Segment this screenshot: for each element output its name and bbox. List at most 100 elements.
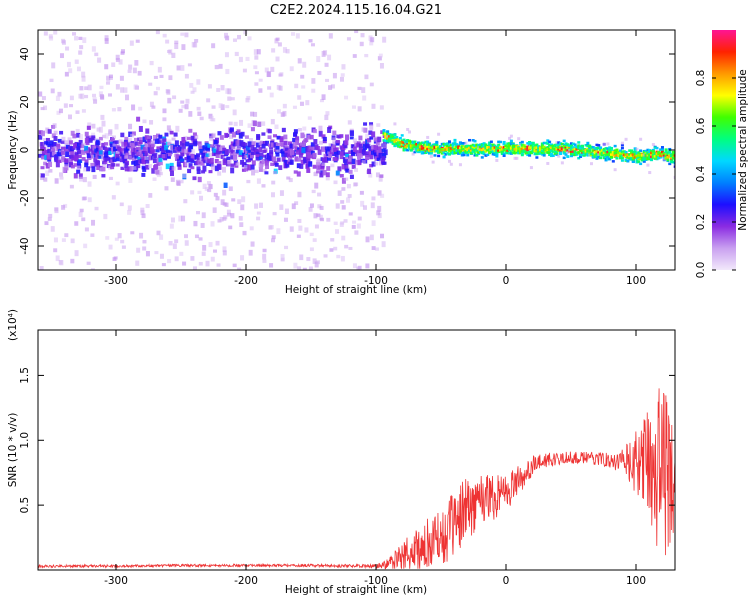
heatmap-cell	[312, 164, 317, 169]
snr-line-series	[38, 388, 675, 570]
heatmap-cell	[279, 137, 284, 143]
heatmap-cell	[176, 161, 181, 167]
heatmap-cell	[104, 155, 109, 161]
heatmap-cell	[193, 42, 198, 48]
heatmap-cell	[209, 144, 214, 148]
heatmap-cell	[529, 151, 533, 154]
heatmap-cell	[274, 124, 279, 129]
heatmap-cell	[340, 73, 345, 77]
heatmap-cell	[118, 59, 123, 65]
heatmap-cell	[325, 111, 330, 116]
heatmap-cell	[357, 159, 362, 166]
heatmap-cell	[152, 156, 157, 161]
heatmap-cell	[235, 149, 240, 154]
heatmap-cell	[352, 138, 357, 143]
heatmap-cell	[44, 221, 49, 226]
heatmap-cell	[255, 138, 260, 144]
heatmap-cell	[546, 142, 550, 145]
heatmap-cell	[292, 142, 297, 148]
heatmap-cell	[215, 153, 220, 159]
heatmap-cell	[393, 122, 397, 126]
heatmap-cell	[256, 134, 261, 140]
heatmap-cell	[321, 50, 326, 57]
heatmap-cell	[45, 127, 50, 134]
heatmap-cell	[515, 151, 519, 154]
heatmap-cell	[376, 149, 381, 155]
heatmap-cell	[431, 146, 435, 150]
heatmap-cell	[121, 141, 126, 147]
heatmap-cell	[96, 127, 101, 132]
heatmap-cell	[671, 156, 675, 160]
heatmap-cell	[466, 153, 470, 157]
heatmap-cell	[264, 160, 269, 166]
heatmap-cell	[491, 152, 495, 156]
heatmap-cell	[40, 173, 45, 178]
heatmap-cell	[671, 153, 675, 156]
heatmap-cell	[270, 118, 275, 125]
heatmap-cell	[611, 160, 615, 163]
heatmap-cell	[186, 158, 191, 163]
heatmap-cell	[650, 153, 654, 156]
heatmap-cell	[138, 106, 143, 111]
heatmap-cell	[250, 164, 255, 170]
heatmap-cell	[573, 153, 577, 157]
heatmap-cell	[184, 73, 189, 79]
heatmap-cell	[582, 152, 586, 156]
heatmap-cell	[549, 152, 553, 156]
heatmap-cell	[258, 146, 263, 153]
heatmap-cell	[660, 147, 664, 151]
heatmap-cell	[234, 51, 239, 57]
heatmap-cell	[524, 150, 528, 153]
heatmap-cell	[40, 130, 45, 137]
heatmap-cell	[373, 152, 378, 157]
heatmap-cell	[222, 159, 227, 166]
heatmap-cell	[68, 145, 73, 151]
heatmap-cell	[69, 154, 74, 158]
heatmap-cell	[180, 65, 185, 71]
heatmap-cell	[551, 147, 555, 150]
heatmap-cell	[315, 145, 320, 151]
heatmap-cell	[488, 141, 492, 145]
heatmap-cell	[121, 154, 126, 160]
heatmap-cell	[453, 146, 457, 149]
heatmap-cell	[617, 153, 621, 157]
heatmap-cell	[584, 143, 588, 147]
heatmap-cell	[642, 158, 646, 161]
heatmap-cell	[314, 224, 319, 229]
heatmap-cell	[589, 146, 593, 149]
heatmap-cell	[153, 75, 158, 79]
heatmap-cell	[145, 251, 150, 257]
heatmap-cell	[118, 147, 123, 152]
heatmap-cell	[199, 116, 204, 121]
heatmap-cell	[240, 131, 245, 137]
heatmap-cell	[520, 153, 524, 157]
heatmap-cell	[140, 210, 145, 216]
heatmap-cell	[232, 143, 237, 147]
heatmap-cell	[566, 149, 570, 152]
heatmap-cell	[256, 49, 261, 55]
heatmap-cell	[122, 157, 127, 162]
heatmap-cell	[635, 158, 639, 161]
heatmap-cell	[569, 149, 573, 152]
heatmap-cell	[305, 100, 310, 106]
heatmap-cell	[136, 116, 141, 122]
heatmap-cell	[309, 134, 314, 140]
heatmap-cell	[376, 123, 381, 127]
heatmap-cell	[237, 199, 242, 205]
heatmap-cell	[489, 140, 493, 144]
heatmap-cell	[137, 70, 142, 76]
heatmap-cell	[406, 148, 410, 152]
heatmap-cell	[546, 147, 550, 151]
heatmap-cell	[111, 163, 116, 167]
heatmap-cell	[161, 154, 166, 159]
heatmap-cell	[531, 145, 535, 148]
heatmap-cell	[379, 174, 384, 178]
heatmap-cell	[196, 157, 201, 161]
heatmap-cell	[404, 140, 408, 144]
heatmap-cell	[586, 154, 590, 157]
heatmap-cell	[529, 166, 533, 170]
heatmap-cell	[569, 154, 573, 158]
heatmap-cell	[491, 146, 495, 150]
heatmap-cell	[389, 134, 393, 137]
heatmap-cell	[45, 145, 50, 150]
